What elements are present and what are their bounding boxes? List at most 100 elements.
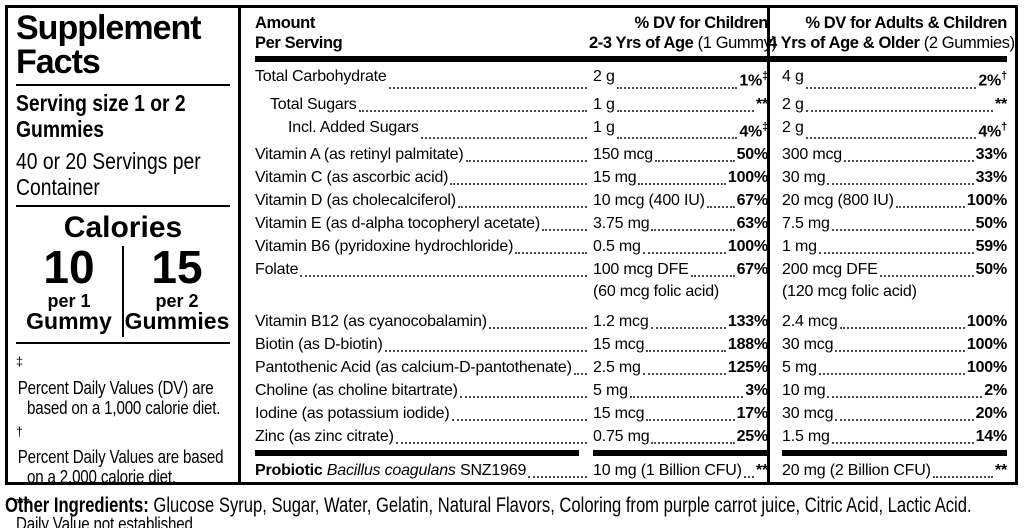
adults-amount: 30 mg — [782, 168, 826, 186]
adults-percent: 2% — [984, 379, 1007, 402]
nutrient-name: Vitamin B12 (as cyanocobalamin) — [255, 312, 487, 330]
adults-percent: 50% — [976, 258, 1008, 281]
dotted-leader — [388, 65, 588, 92]
nutrient-name: Vitamin B6 (pyridoxine hydrochloride) — [255, 237, 514, 255]
dotted-leader — [395, 425, 588, 448]
other-ingredients-label: Other Ingredients: — [5, 494, 149, 517]
dotted-leader — [642, 235, 727, 258]
table-row: Vitamin A (as retinyl palmitate) 150 mcg… — [255, 143, 1007, 166]
percent-value: 188% — [727, 335, 768, 353]
children-percent: ** — [755, 461, 768, 479]
children-value-cell: 15 mcg 17% — [593, 402, 768, 425]
children-percent: 63% — [736, 212, 769, 235]
percent-value: 63% — [736, 214, 769, 232]
adults-percent: ** — [994, 461, 1007, 479]
children-value-cell: 15 mg 100% — [593, 166, 768, 189]
nutrient-name-cell: Total Sugars — [255, 93, 589, 116]
percent-value: 100% — [966, 191, 1007, 209]
adults-value-cell: 30 mcg 20% — [782, 402, 1007, 425]
dotted-leader — [638, 166, 727, 189]
dagger-sup: ‡ — [762, 120, 768, 133]
adults-amount: 2.4 mcg — [782, 312, 838, 330]
children-value-cell: 10 mcg (400 IU) 67% — [593, 189, 768, 212]
dotted-leader — [300, 258, 587, 281]
table-row: Vitamin C (as ascorbic acid) 15 mg 100% 3… — [255, 166, 1007, 189]
percent-value: 1% — [739, 72, 763, 90]
nutrient-name-cell: Choline (as choline bitartrate) — [255, 379, 589, 402]
header-children-line1: % DV for Children — [634, 14, 769, 32]
dotted-leader — [895, 189, 966, 212]
other-ingredients-text: Glucose Syrup, Sugar, Water, Gelatin, Na… — [153, 494, 972, 517]
adults-percent: 100% — [967, 333, 1007, 356]
header-adults-age: 4 Yrs of Age & Older — [768, 34, 920, 53]
children-amount: 100 mcg DFE — [593, 260, 689, 278]
dotted-leader — [843, 143, 974, 166]
bar-segment — [782, 449, 1007, 456]
adults-value-cell: 1.5 mg 14% — [782, 425, 1007, 448]
adults-value-cell: 30 mg 33% — [782, 166, 1007, 189]
dagger-sup: † — [1001, 120, 1007, 133]
nutrient-name: Folate — [255, 260, 299, 278]
nutrient-name: Biotin (as D-biotin) — [255, 335, 383, 353]
adults-value-cell: 10 mg 2% — [782, 379, 1007, 402]
children-value-cell: 15 mcg 188% — [593, 333, 768, 356]
table-row: Total Sugars 1 g ** 2 g ** — [255, 93, 1007, 116]
adults-value-cell: 200 mcg DFE 50% — [782, 258, 1007, 281]
children-percent: 125% — [728, 356, 768, 379]
children-percent: 67% — [737, 189, 769, 212]
children-amount: 0.5 mg — [593, 237, 641, 255]
adults-amount: 5 mg — [782, 358, 817, 376]
nutrient-name-cell: Biotin (as D-biotin) — [255, 333, 589, 356]
table-row: Vitamin B6 (pyridoxine hydrochloride) 0.… — [255, 235, 1007, 258]
adults-percent: 100% — [967, 310, 1007, 333]
adults-value-cell: 1 mg 59% — [782, 235, 1007, 258]
bar-segment — [593, 449, 768, 456]
percent-value: 50% — [975, 214, 1008, 232]
percent-value: 4% — [739, 122, 763, 140]
dotted-leader — [805, 93, 994, 116]
children-amount: 10 mg (1 Billion CFU) — [593, 461, 742, 479]
probiotic-divider-bar — [255, 449, 1007, 456]
children-percent: 25% — [737, 425, 769, 448]
percent-value: ** — [994, 95, 1007, 113]
servings-per-container: 40 or 20 Servings per Container — [16, 148, 230, 201]
nutrient-name: Vitamin A (as retinyl palmitate) — [255, 145, 464, 163]
percent-value: 33% — [975, 168, 1008, 186]
dagger-sup: † — [1001, 70, 1007, 83]
nutrient-name-cell: Folate — [255, 258, 589, 281]
percent-value: 2% — [978, 72, 1002, 90]
children-amount: 3.75 mg — [593, 214, 650, 232]
nutrient-name-cell: Total Carbohydrate — [255, 65, 589, 92]
adults-percent: 100% — [967, 189, 1007, 212]
adults-value-cell: 4 g 2%† — [782, 65, 1007, 92]
children-percent: 100% — [728, 235, 768, 258]
table-row: Incl. Added Sugars 1 g 4%‡ 2 g 4%† — [255, 116, 1007, 143]
nutrient-name: Iodine (as potassium iodide) — [255, 404, 450, 422]
children-percent: 100% — [728, 166, 768, 189]
dotted-leader — [542, 212, 587, 235]
table-row: Biotin (as D-biotin) 15 mcg 188% 30 mcg 10… — [255, 333, 1007, 356]
adults-amount: 2 g — [782, 95, 804, 113]
nutrient-name: Vitamin C (as ascorbic acid) — [255, 168, 449, 186]
table-row-subline: (60 mcg folic acid) (120 mcg folic acid) — [255, 281, 1007, 302]
footnote-daily-value: **Daily Value not established. — [16, 494, 230, 528]
serving-size: Serving size 1 or 2 Gummies — [16, 91, 230, 143]
adults-percent: 4%† — [978, 116, 1007, 143]
table-row: Vitamin D (as cholecalciferol) 10 mcg (4… — [255, 189, 1007, 212]
dotted-leader — [818, 356, 965, 379]
dotted-leader — [515, 235, 587, 258]
children-amount: 5 mg — [593, 381, 628, 399]
calories-per-1-label: per 1 — [47, 290, 91, 311]
bar-segment — [255, 449, 589, 456]
dotted-leader — [805, 116, 977, 143]
adults-amount: 200 mcg DFE — [782, 260, 878, 278]
adults-percent: ** — [995, 93, 1007, 116]
calories-unit-1: Gummy — [26, 308, 112, 335]
children-value-cell: 5 mg 3% — [593, 379, 768, 402]
adults-value-cell: 2.4 mcg 100% — [782, 310, 1007, 333]
percent-value: 125% — [727, 358, 768, 376]
ddagger-marker: ‡ — [16, 355, 23, 370]
panel-title-line1: Supplement — [16, 9, 202, 47]
percent-value: 2% — [984, 381, 1007, 399]
